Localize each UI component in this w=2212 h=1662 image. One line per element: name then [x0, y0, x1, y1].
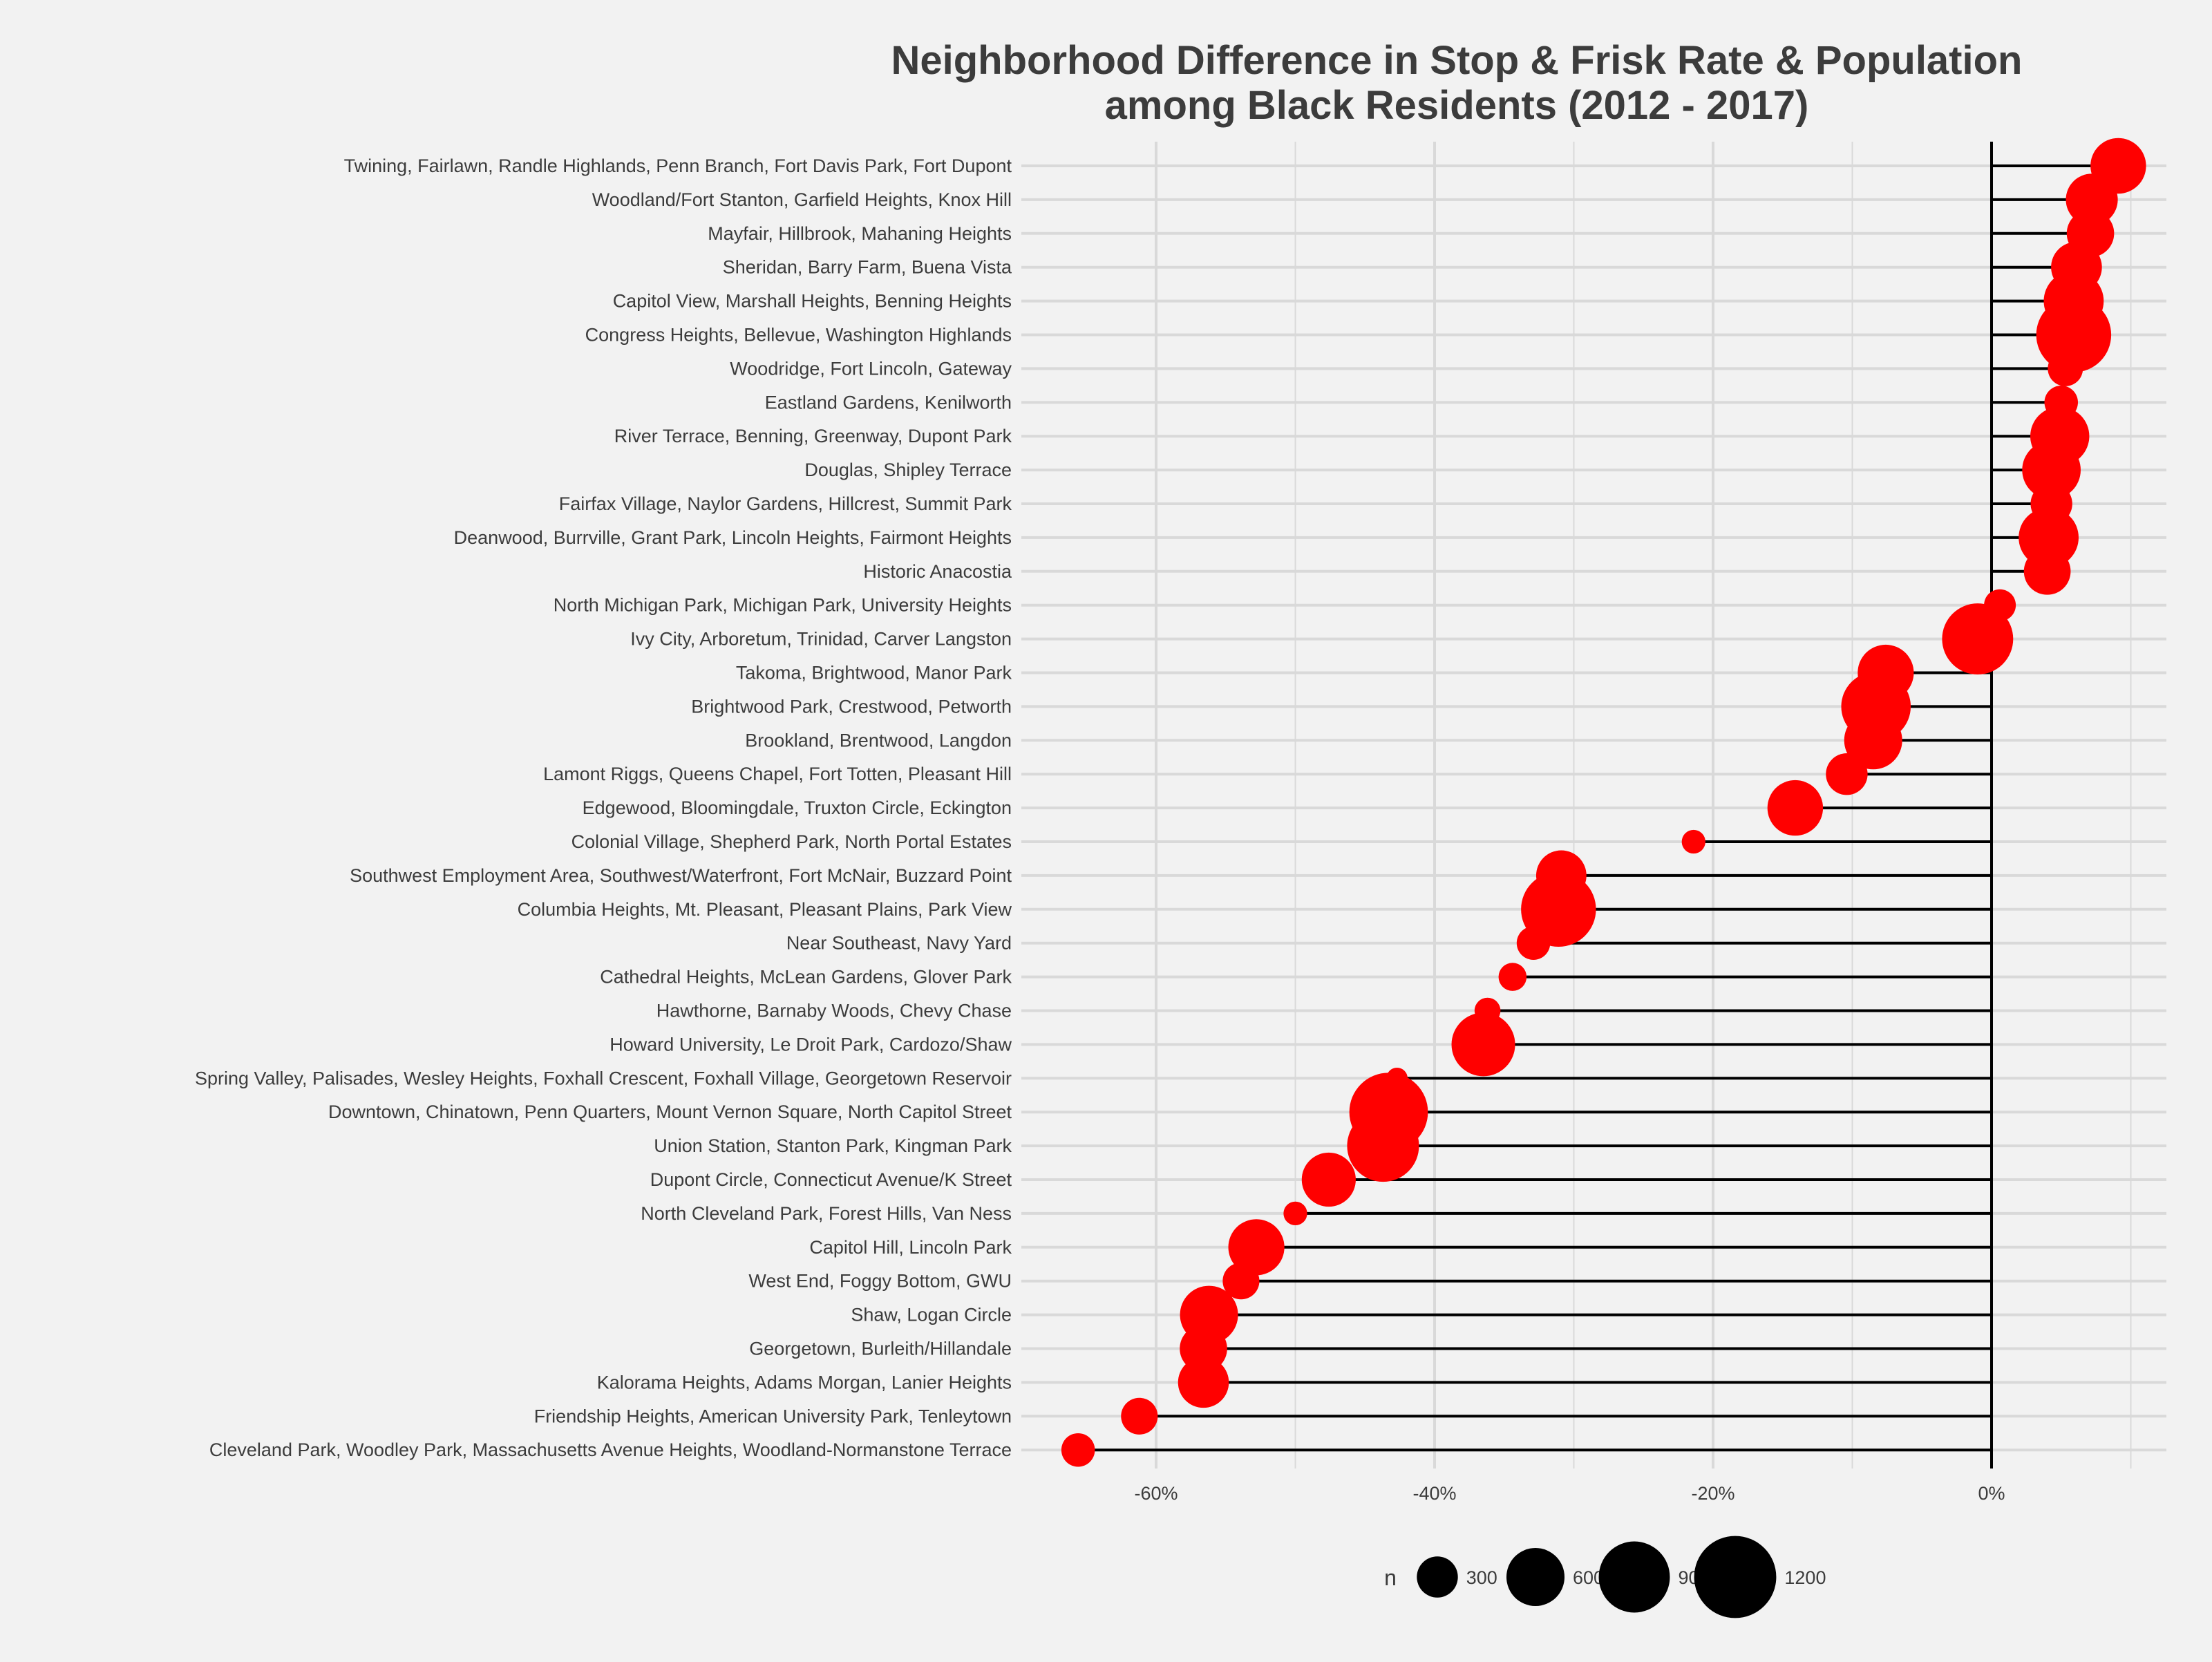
category-label: River Terrace, Benning, Greenway, Dupont…: [614, 426, 1012, 446]
category-label: Shaw, Logan Circle: [851, 1305, 1012, 1325]
data-point: [1516, 926, 1551, 960]
category-label: Douglas, Shipley Terrace: [804, 460, 1012, 480]
category-label: Dupont Circle, Connecticut Avenue/K Stre…: [650, 1169, 1012, 1190]
category-label: Ivy City, Arboretum, Trinidad, Carver La…: [630, 629, 1012, 650]
category-label: Twining, Fairlawn, Randle Highlands, Pen…: [344, 155, 1012, 176]
data-point: [1178, 1357, 1229, 1408]
category-label: West End, Foggy Bottom, GWU: [748, 1271, 1012, 1292]
data-point: [1844, 711, 1902, 770]
data-point: [1347, 1110, 1419, 1182]
category-label: Woodridge, Fort Lincoln, Gateway: [730, 358, 1012, 379]
point-layer: [1061, 138, 2146, 1467]
category-label: Hawthorne, Barnaby Woods, Chevy Chase: [656, 1001, 1012, 1021]
x-tick-label: 0%: [1978, 1483, 2005, 1504]
category-label: Spring Valley, Palisades, Wesley Heights…: [195, 1068, 1012, 1088]
category-label: Cleveland Park, Woodley Park, Massachuse…: [209, 1439, 1012, 1460]
category-label: Lamont Riggs, Queens Chapel, Fort Totten…: [543, 764, 1012, 784]
legend-key: [1598, 1541, 1670, 1613]
category-label: North Michigan Park, Michigan Park, Univ…: [554, 595, 1012, 616]
data-point: [1228, 1219, 1285, 1276]
category-label: Brightwood Park, Crestwood, Petworth: [691, 696, 1012, 717]
legend-key: [1694, 1536, 1777, 1618]
category-label: Sheridan, Barry Farm, Buena Vista: [723, 257, 1012, 278]
category-label: Woodland/Fort Stanton, Garfield Heights,…: [592, 189, 1012, 210]
category-label: Friendship Heights, American University …: [534, 1406, 1012, 1426]
category-label: Georgetown, Burleith/Hillandale: [749, 1339, 1012, 1359]
legend-label: 1200: [1784, 1567, 1826, 1588]
x-tick-label: -20%: [1691, 1483, 1734, 1504]
data-point: [2048, 350, 2083, 386]
legend-title: n: [1384, 1565, 1397, 1590]
category-label: Near Southeast, Navy Yard: [786, 933, 1012, 954]
category-label: Fairfax Village, Naylor Gardens, Hillcre…: [559, 493, 1012, 514]
category-label: Colonial Village, Shepherd Park, North P…: [571, 831, 1012, 852]
legend-label: 300: [1466, 1567, 1497, 1588]
category-label: Deanwood, Burrville, Grant Park, Lincoln…: [454, 527, 1012, 548]
data-point: [1451, 1012, 1515, 1077]
data-point: [2036, 297, 2112, 372]
category-label: Downtown, Chinatown, Penn Quarters, Moun…: [328, 1102, 1012, 1122]
category-label: Historic Anacostia: [863, 561, 1012, 582]
data-point: [2066, 173, 2118, 226]
category-label: Edgewood, Bloomingdale, Truxton Circle, …: [583, 797, 1012, 818]
data-point: [1942, 603, 2014, 675]
category-label: Capitol Hill, Lincoln Park: [809, 1237, 1012, 1258]
legend-key: [1417, 1556, 1458, 1598]
data-point: [1681, 829, 1705, 854]
data-point: [1498, 963, 1527, 991]
data-point: [2022, 440, 2081, 500]
legend-key: [1506, 1548, 1565, 1606]
category-label: Brookland, Brentwood, Langdon: [745, 730, 1012, 750]
category-label: Capitol View, Marshall Heights, Benning …: [613, 291, 1012, 312]
category-label: Howard University, Le Droit Park, Cardoz…: [609, 1034, 1012, 1055]
size-legend: n 300 600 900 1200: [1384, 1536, 1826, 1618]
category-label: North Cleveland Park, Forest Hills, Van …: [641, 1203, 1012, 1224]
data-point: [1121, 1397, 1158, 1435]
category-label: Kalorama Heights, Adams Morgan, Lanier H…: [597, 1372, 1012, 1392]
category-label: Takoma, Brightwood, Manor Park: [736, 663, 1012, 683]
data-point: [1222, 1263, 1260, 1300]
category-label: Cathedral Heights, McLean Gardens, Glove…: [600, 967, 1012, 988]
chart-title-line-1: Neighborhood Difference in Stop & Frisk …: [891, 38, 2023, 83]
category-label: Southwest Employment Area, Southwest/Wat…: [350, 865, 1012, 886]
chart-title-line-2: among Black Residents (2012 - 2017): [1105, 83, 1809, 128]
category-label: Columbia Heights, Mt. Pleasant, Pleasant…: [518, 899, 1012, 920]
category-label: Mayfair, Hillbrook, Mahaning Heights: [708, 223, 1012, 244]
category-label: Congress Heights, Bellevue, Washington H…: [585, 325, 1012, 346]
data-point: [1061, 1433, 1095, 1467]
data-point: [1767, 780, 1824, 836]
data-point: [1301, 1152, 1356, 1207]
data-point: [1283, 1201, 1307, 1226]
x-tick-label: -60%: [1134, 1483, 1178, 1504]
data-point: [2023, 547, 2071, 595]
data-point: [1826, 753, 1868, 795]
x-tick-layer: -60% -40% -20% 0%: [1134, 1483, 2005, 1504]
segment-layer: [1078, 142, 2119, 1469]
legend-label: 600: [1573, 1567, 1604, 1588]
x-tick-label: -40%: [1412, 1483, 1456, 1504]
category-label: Union Station, Stanton Park, Kingman Par…: [654, 1135, 1012, 1156]
category-label: Eastland Gardens, Kenilworth: [765, 392, 1012, 413]
category-label-layer: Twining, Fairlawn, Randle Highlands, Pen…: [195, 155, 1012, 1460]
